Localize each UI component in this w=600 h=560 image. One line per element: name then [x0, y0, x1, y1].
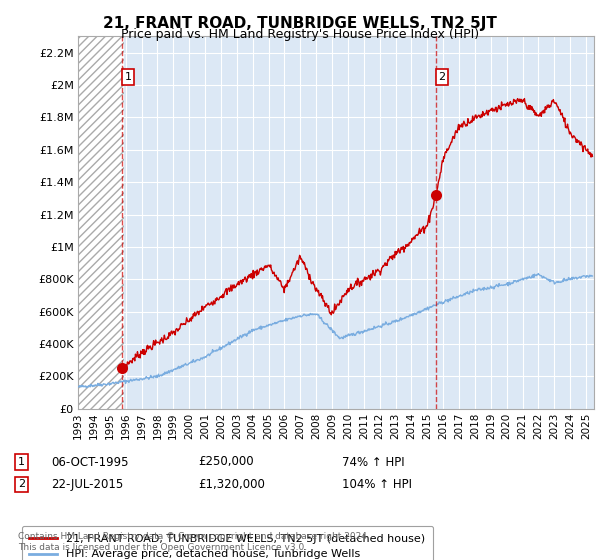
Text: 2: 2	[18, 479, 25, 489]
Text: 2: 2	[439, 72, 446, 82]
Legend: 21, FRANT ROAD, TUNBRIDGE WELLS, TN2 5JT (detached house), HPI: Average price, d: 21, FRANT ROAD, TUNBRIDGE WELLS, TN2 5JT…	[22, 526, 433, 560]
Text: 06-OCT-1995: 06-OCT-1995	[51, 455, 128, 469]
Text: 1: 1	[18, 457, 25, 467]
Text: 22-JUL-2015: 22-JUL-2015	[51, 478, 123, 491]
Text: 74% ↑ HPI: 74% ↑ HPI	[342, 455, 404, 469]
Text: 21, FRANT ROAD, TUNBRIDGE WELLS, TN2 5JT: 21, FRANT ROAD, TUNBRIDGE WELLS, TN2 5JT	[103, 16, 497, 31]
Text: £1,320,000: £1,320,000	[198, 478, 265, 491]
Text: Contains HM Land Registry data © Crown copyright and database right 2024.
This d: Contains HM Land Registry data © Crown c…	[18, 532, 370, 552]
Text: £250,000: £250,000	[198, 455, 254, 469]
Text: 1: 1	[124, 72, 131, 82]
Text: Price paid vs. HM Land Registry's House Price Index (HPI): Price paid vs. HM Land Registry's House …	[121, 28, 479, 41]
Text: 104% ↑ HPI: 104% ↑ HPI	[342, 478, 412, 491]
